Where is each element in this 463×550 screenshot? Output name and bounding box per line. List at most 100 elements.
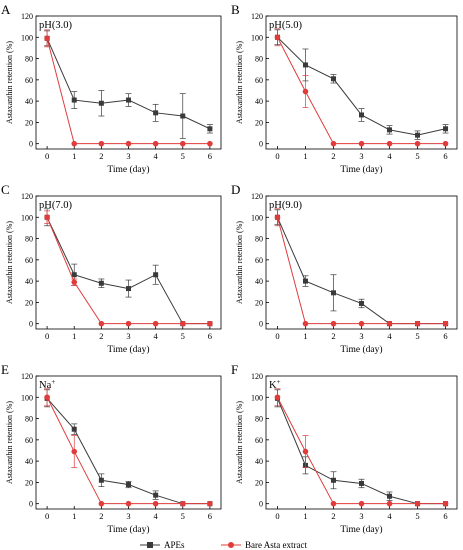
data-point-bare-asta — [152, 140, 159, 147]
data-point-bare-asta — [125, 500, 132, 507]
x-tick-label: 4 — [387, 151, 392, 161]
y-tick-label: 100 — [21, 33, 33, 42]
data-point-bare-asta — [330, 140, 337, 147]
series-bare-asta — [274, 388, 449, 507]
data-point-bare-asta — [386, 500, 393, 507]
series-apes — [44, 30, 213, 139]
data-point-bare-asta — [207, 500, 213, 507]
data-point-bare-asta — [358, 320, 365, 327]
data-point-apes — [71, 426, 77, 432]
x-tick-label: 6 — [208, 511, 212, 521]
panel-letter: E — [1, 362, 9, 377]
data-point-apes — [180, 113, 186, 119]
data-point-apes — [126, 482, 131, 488]
x-tick-label: 4 — [387, 511, 392, 521]
panel-condition: pH(7.0) — [39, 200, 72, 211]
series-apes — [274, 29, 449, 140]
y-tick-label: 40 — [25, 457, 33, 466]
y-tick-label: 0 — [259, 320, 263, 329]
series-bare-asta — [44, 29, 213, 147]
panel-condition: pH(9.0) — [269, 200, 302, 211]
x-axis-title: Time (day) — [340, 344, 382, 355]
series-bare-asta — [44, 388, 213, 507]
data-point-bare-asta — [179, 500, 186, 507]
x-tick-label: 6 — [443, 151, 447, 161]
series-line-bare-asta — [46, 38, 210, 145]
y-tick-label: 40 — [255, 277, 263, 286]
series-bare-asta — [274, 208, 449, 327]
x-tick-label: 0 — [275, 151, 279, 161]
figure-legend: APEs Bare Asta extract — [140, 540, 307, 550]
y-tick-label: 20 — [25, 478, 33, 487]
y-tick-label: 80 — [25, 415, 33, 424]
data-point-bare-asta — [98, 140, 105, 147]
data-point-bare-asta — [414, 320, 421, 327]
panel-e: 0 20 40 60 80 100 120 0 1 2 3 4 5 6 Time (day) Astaxant… — [1, 362, 222, 535]
y-axis-title: Astaxanthin retention (%) — [5, 401, 14, 484]
x-tick-label: 4 — [154, 151, 159, 161]
data-point-bare-asta — [442, 140, 449, 147]
x-tick-label: 3 — [359, 151, 363, 161]
y-tick-label: 60 — [25, 256, 33, 265]
x-tick-label: 1 — [72, 511, 76, 521]
data-point-apes — [71, 272, 77, 278]
y-axis-title: Astaxanthin retention (%) — [5, 41, 14, 124]
data-point-bare-asta — [44, 35, 50, 42]
x-tick-label: 6 — [443, 511, 447, 521]
data-point-apes — [302, 62, 308, 68]
x-tick-label: 5 — [181, 331, 185, 341]
y-tick-label: 100 — [251, 393, 263, 402]
x-tick-label: 2 — [331, 151, 335, 161]
data-point-apes — [207, 126, 213, 132]
y-tick-label: 100 — [251, 33, 263, 42]
data-point-bare-asta — [302, 320, 309, 327]
x-tick-label: 0 — [45, 331, 49, 341]
panel-b: 0 20 40 60 80 100 120 0 1 2 3 4 5 6 Time (day) Astaxant… — [231, 2, 458, 175]
x-tick-label: 3 — [126, 331, 130, 341]
y-tick-label: 20 — [25, 118, 33, 127]
y-axis-title: Astaxanthin retention (%) — [235, 221, 244, 304]
x-tick-label: 0 — [275, 511, 279, 521]
y-tick-label: 40 — [25, 277, 33, 286]
data-point-bare-asta — [330, 320, 337, 327]
series-bare-asta — [274, 28, 449, 147]
data-point-bare-asta — [414, 500, 421, 507]
y-tick-label: 60 — [255, 76, 263, 85]
series-bare-asta — [44, 210, 213, 327]
panel-letter: B — [231, 2, 240, 17]
x-tick-label: 5 — [181, 151, 185, 161]
x-tick-label: 1 — [303, 331, 307, 341]
data-point-bare-asta — [44, 214, 50, 221]
data-point-bare-asta — [414, 140, 421, 147]
x-axis-title: Time (day) — [107, 344, 149, 355]
x-tick-label: 3 — [126, 511, 130, 521]
x-axis-title: Time (day) — [340, 164, 382, 175]
panel-letter: D — [231, 182, 240, 197]
y-axis-title: Astaxanthin retention (%) — [5, 221, 14, 304]
data-point-bare-asta — [358, 140, 365, 147]
x-tick-label: 5 — [415, 151, 419, 161]
y-tick-label: 120 — [251, 192, 263, 201]
charge-superscript: + — [277, 378, 281, 386]
data-point-apes — [443, 126, 449, 132]
x-tick-label: 0 — [45, 511, 49, 521]
x-tick-label: 2 — [99, 511, 103, 521]
data-point-apes — [153, 492, 159, 498]
y-tick-label: 80 — [25, 55, 33, 64]
data-point-apes — [330, 290, 336, 296]
data-point-apes — [330, 477, 336, 483]
y-tick-label: 0 — [259, 140, 263, 149]
data-point-apes — [126, 286, 131, 292]
data-point-apes — [98, 280, 104, 286]
y-tick-label: 100 — [21, 393, 33, 402]
x-tick-label: 3 — [126, 151, 130, 161]
data-point-bare-asta — [125, 140, 132, 147]
data-point-bare-asta — [302, 88, 309, 95]
x-tick-label: 4 — [387, 331, 392, 341]
legend-label-bare-asta: Bare Asta extract — [245, 540, 307, 550]
data-point-apes — [330, 76, 336, 82]
series-apes — [44, 389, 213, 507]
series-line-bare-asta — [46, 217, 210, 325]
